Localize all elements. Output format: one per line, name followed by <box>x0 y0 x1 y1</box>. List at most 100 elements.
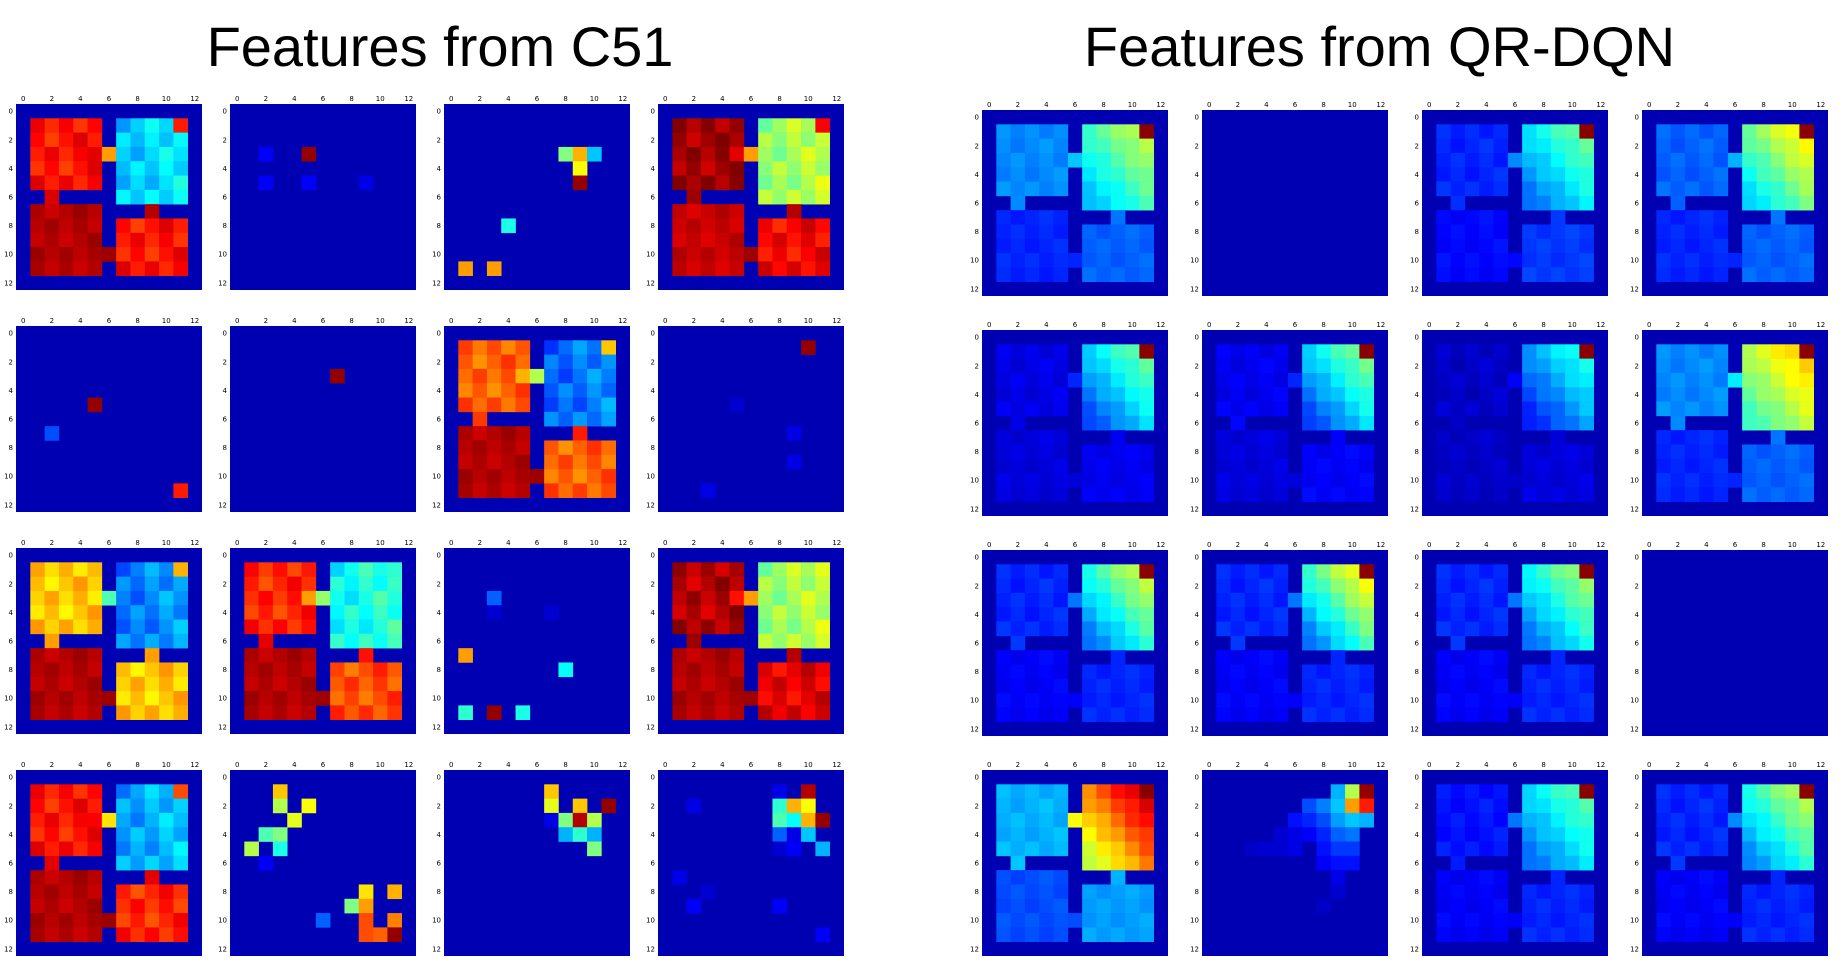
heatmap-cell <box>1316 401 1332 417</box>
heatmap-cell <box>1244 678 1260 694</box>
y-tick-label: 12 <box>646 945 655 953</box>
x-tick-label: 0 <box>449 539 453 547</box>
y-tick-label: 0 <box>437 774 441 782</box>
heatmap-cell <box>287 619 302 635</box>
y-tick-label: 4 <box>1635 611 1640 619</box>
heatmap-cell <box>996 401 1011 417</box>
heatmap-cell <box>786 218 802 234</box>
x-tick-label: 12 <box>1596 321 1605 329</box>
heatmap-cell <box>1010 870 1026 885</box>
y-tick-label: 12 <box>4 501 13 509</box>
y-tick-label: 2 <box>9 136 13 144</box>
heatmap-cell <box>1522 415 1537 431</box>
heatmap-cell <box>1493 592 1509 608</box>
heatmap-cell <box>1656 913 1671 928</box>
x-tick-label: 6 <box>1513 321 1518 329</box>
heatmap-cell <box>159 784 174 799</box>
heatmap-cell <box>572 161 588 176</box>
heatmap-cell <box>1096 358 1112 374</box>
heatmap-cell <box>1799 473 1814 488</box>
heatmap-cell <box>1656 812 1671 828</box>
heatmap-cell <box>1464 372 1480 388</box>
heatmap-cell <box>1316 898 1332 914</box>
heatmap-cell <box>1522 664 1537 680</box>
heatmap-cell <box>373 605 388 620</box>
heatmap-cell <box>1345 401 1360 417</box>
y-tick-label: 2 <box>9 802 13 810</box>
heatmap-cell <box>159 633 174 649</box>
heatmap-cell <box>1273 358 1289 374</box>
heatmap-cell <box>1770 267 1786 282</box>
heatmap-cell <box>1785 152 1800 168</box>
heatmap-cell <box>1536 181 1552 197</box>
heatmap-cell <box>1125 812 1140 828</box>
y-tick-label: 10 <box>432 695 441 703</box>
heatmap-cell <box>1656 401 1671 417</box>
heatmap-cell <box>801 784 816 799</box>
y-tick-label: 8 <box>1635 448 1639 456</box>
x-tick-label: 8 <box>135 539 139 547</box>
heatmap-cell <box>1550 473 1566 488</box>
heatmap-cell <box>1039 224 1054 240</box>
y-tick-label: 10 <box>4 473 13 481</box>
heatmap-cell <box>1699 798 1714 814</box>
heatmap-cell <box>1713 473 1729 488</box>
heatmap-cell <box>58 662 74 678</box>
heatmap-cell <box>1082 884 1097 900</box>
heatmap-cell <box>1493 167 1509 182</box>
y-tick-label: 8 <box>1415 668 1419 676</box>
heatmap-cell <box>1216 607 1231 622</box>
heatmap-cell <box>801 132 816 148</box>
heatmap-cell <box>1756 387 1772 402</box>
heatmap-cell <box>801 676 816 692</box>
panel-background <box>230 104 416 290</box>
heatmap-cell <box>1039 344 1054 359</box>
x-tick-label: 4 <box>1704 541 1709 549</box>
heatmap-cell <box>729 662 745 678</box>
y-tick-label: 2 <box>223 802 227 810</box>
heatmap-cell <box>587 440 602 456</box>
heatmap-cell <box>486 590 502 606</box>
heatmap-cell <box>1670 195 1686 211</box>
heatmap-cell <box>572 397 588 413</box>
heatmap-cell <box>1082 458 1097 474</box>
heatmap-cell <box>1359 473 1374 488</box>
x-tick-label: 0 <box>1207 101 1211 109</box>
heatmap-cell <box>1359 707 1374 722</box>
heatmap-cell <box>515 368 531 384</box>
heatmap-cell <box>1110 898 1126 914</box>
heatmap-cell <box>1273 401 1289 417</box>
x-tick-label: 4 <box>720 761 725 769</box>
heatmap-cell <box>1550 812 1566 828</box>
x-tick-label: 8 <box>563 95 567 103</box>
heatmap-cell <box>1359 607 1374 622</box>
heatmap-cell <box>1550 707 1566 722</box>
heatmap-cell <box>1742 124 1757 139</box>
heatmap-cell <box>1110 827 1126 842</box>
heatmap-cell <box>58 870 74 885</box>
heatmap-cell <box>996 841 1011 857</box>
heatmap-cell <box>1330 693 1346 708</box>
heatmap-cell <box>1713 898 1729 914</box>
heatmap-cell <box>1464 898 1480 914</box>
heatmap-cell <box>1522 927 1537 942</box>
heatmap-cell <box>1024 693 1040 708</box>
heatmap-cell <box>1565 124 1580 139</box>
x-tick-label: 0 <box>235 539 239 547</box>
heatmap-cell <box>1244 387 1260 402</box>
heatmap-cell <box>1139 607 1154 622</box>
panel-background <box>658 326 844 512</box>
y-tick-label: 6 <box>1195 200 1200 208</box>
heatmap-cell <box>144 798 160 814</box>
heatmap-cell <box>1522 607 1537 622</box>
heatmap-cell <box>743 590 759 606</box>
heatmap-cell <box>1464 181 1480 197</box>
heatmap-cell <box>258 676 274 692</box>
heatmap-cell <box>1522 387 1537 402</box>
heatmap-cell <box>1579 195 1594 211</box>
x-tick-label: 10 <box>1348 761 1357 769</box>
heatmap-cell <box>1464 401 1480 417</box>
y-tick-label: 8 <box>975 448 979 456</box>
